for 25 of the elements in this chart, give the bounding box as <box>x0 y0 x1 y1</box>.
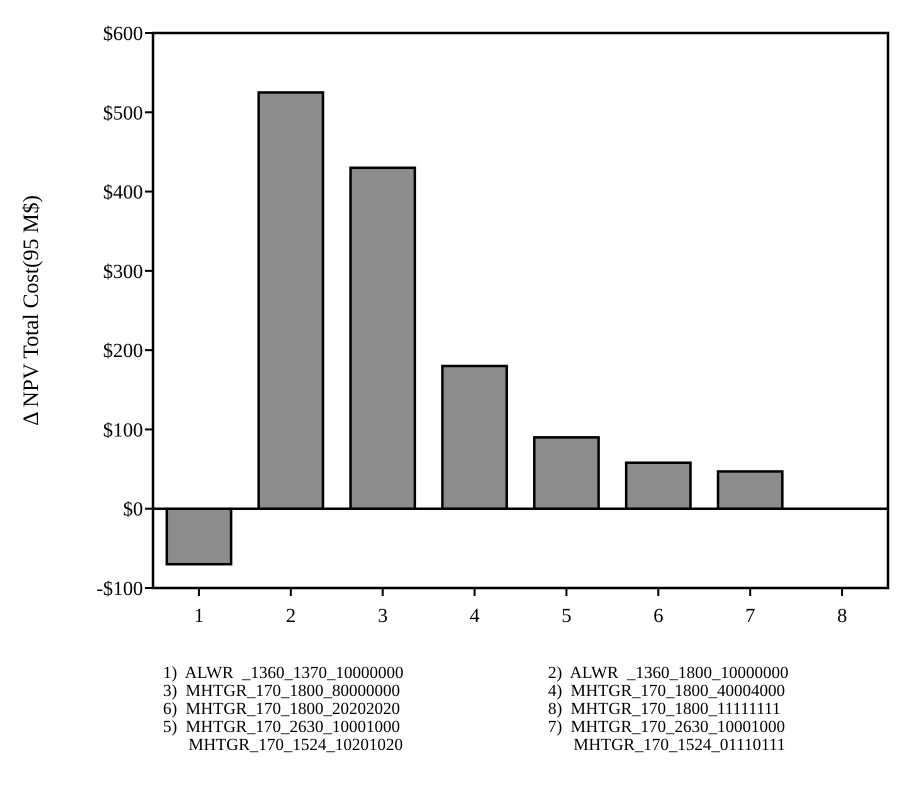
y-tick-label: $600 <box>103 23 143 45</box>
text: 4) MHTGR_170_1800_40004000 <box>548 681 786 700</box>
y-tick-label: $500 <box>103 102 143 124</box>
y-tick-label: $400 <box>103 182 143 204</box>
text: 5) MHTGR_170_2630_10001000 MHTGR_170_1524_10201020 <box>163 717 403 754</box>
text: 7) MHTGR_170_2630_10001000 MHTGR_170_1524_01110111 <box>548 717 786 754</box>
x-tick-label: 7 <box>745 605 756 627</box>
y-tick-label: -$100 <box>96 578 143 600</box>
x-tick-label: 6 <box>653 605 664 627</box>
text: 8) MHTGR_170_1800_11111111 <box>548 699 781 718</box>
x-tick-label: 4 <box>470 605 480 627</box>
text: 1) ALWR _1360_1370_10000000 <box>163 663 404 682</box>
text: 3) MHTGR_170_1800_80000000 <box>163 681 400 700</box>
y-tick-label: $100 <box>103 419 143 442</box>
x-tick-label: 5 <box>561 605 572 627</box>
y-axis-title: Δ NPV Total Cost(95 M$) <box>18 195 43 426</box>
y-tick-label: $200 <box>103 340 143 362</box>
text: 2) ALWR _1360_1800_10000000 <box>548 663 789 682</box>
x-tick-label: 2 <box>286 605 296 627</box>
text: 6) MHTGR_170_1800_20202020 <box>163 699 400 718</box>
y-tick-label: $300 <box>103 260 143 283</box>
x-tick-label: 8 <box>837 605 848 627</box>
x-tick-label: 3 <box>378 605 388 627</box>
y-tick-label: $0 <box>123 498 143 521</box>
x-tick-label: 1 <box>194 605 204 627</box>
